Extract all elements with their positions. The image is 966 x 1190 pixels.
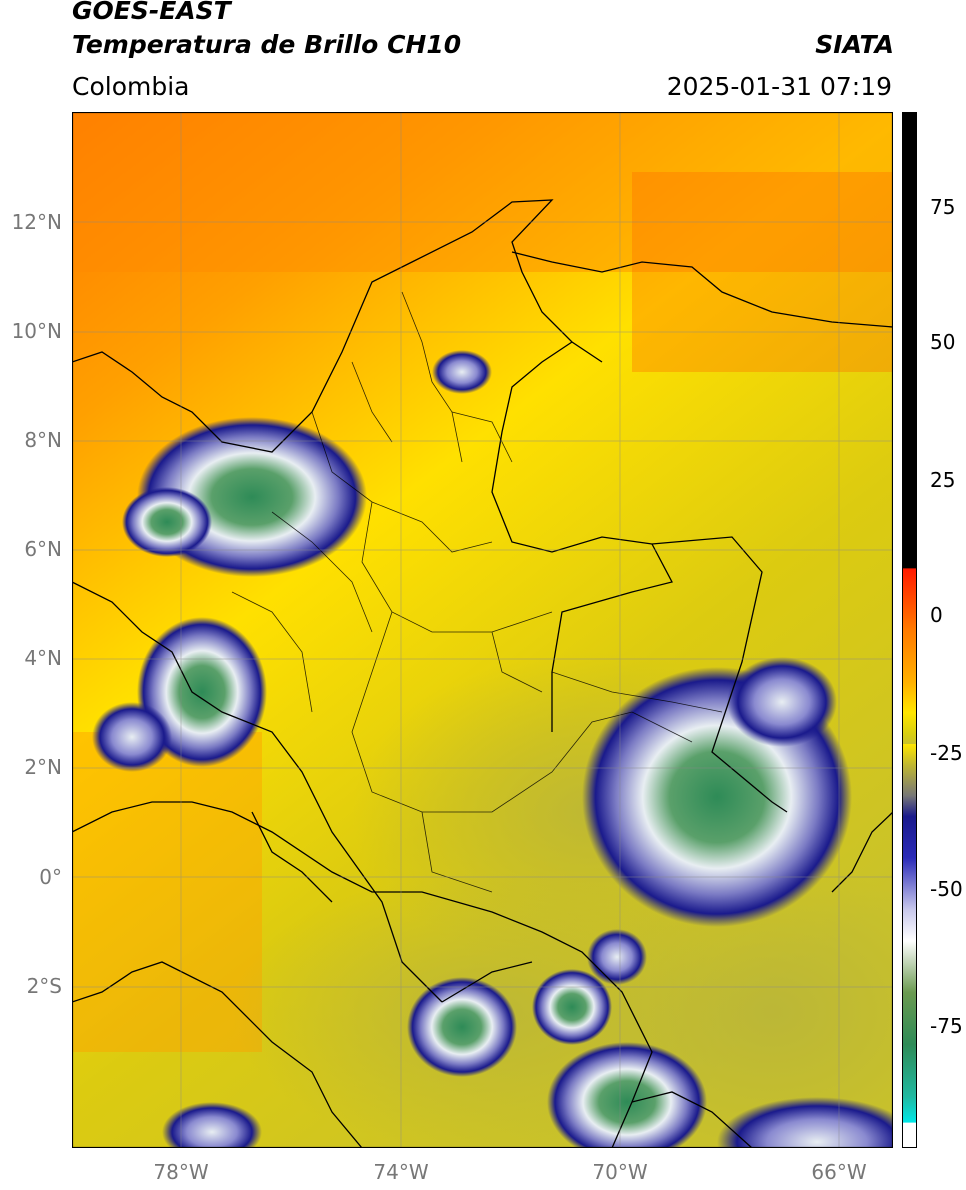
colorbar-tick: 0 (930, 603, 943, 627)
cloud-cluster (92, 702, 172, 772)
graticule (72, 112, 893, 1148)
colorbar (902, 112, 917, 1148)
cloud-cluster (532, 969, 612, 1045)
lat-label: 10°N (11, 319, 62, 343)
map-frame (72, 112, 893, 1148)
colorbar-tick: 50 (930, 330, 956, 354)
cloud-cluster (717, 1097, 893, 1148)
cloud-cluster (122, 487, 212, 557)
product-title: Temperatura de Brillo CH10 (72, 30, 462, 59)
cloud-cluster (162, 1102, 262, 1148)
lon-label: 74°W (373, 1160, 429, 1184)
lat-label: 6°N (24, 537, 62, 561)
lon-label: 78°W (153, 1160, 209, 1184)
colorbar-tick: 25 (930, 468, 956, 492)
satellite-title: GOES-EAST (72, 0, 231, 25)
datetime-label: 2025-01-31 07:19 (666, 72, 892, 101)
lat-label: 12°N (11, 210, 62, 234)
cloud-cluster (432, 350, 492, 394)
cloud-cluster (727, 657, 837, 747)
lat-label: 2°N (24, 755, 62, 779)
lat-label: 2°S (26, 974, 62, 998)
organization-label: SIATA (815, 30, 894, 59)
colorbar-tick: -25 (930, 741, 963, 765)
lat-label: 4°N (24, 646, 62, 670)
department-borders (231, 291, 723, 893)
colorbar-tick: -75 (930, 1014, 963, 1038)
region-label: Colombia (72, 72, 190, 101)
country-borders (72, 199, 893, 1148)
colorbar-tick: -50 (930, 877, 963, 901)
colorbar-tick: 75 (930, 195, 956, 219)
lon-label: 70°W (592, 1160, 648, 1184)
lat-label: 0° (39, 865, 62, 889)
brightness-temperature-map (72, 112, 893, 1148)
cloud-cluster (407, 977, 517, 1077)
cloud-cluster (547, 1042, 707, 1148)
cloud-cluster (587, 929, 647, 985)
lat-label: 8°N (24, 428, 62, 452)
lon-label: 66°W (811, 1160, 867, 1184)
